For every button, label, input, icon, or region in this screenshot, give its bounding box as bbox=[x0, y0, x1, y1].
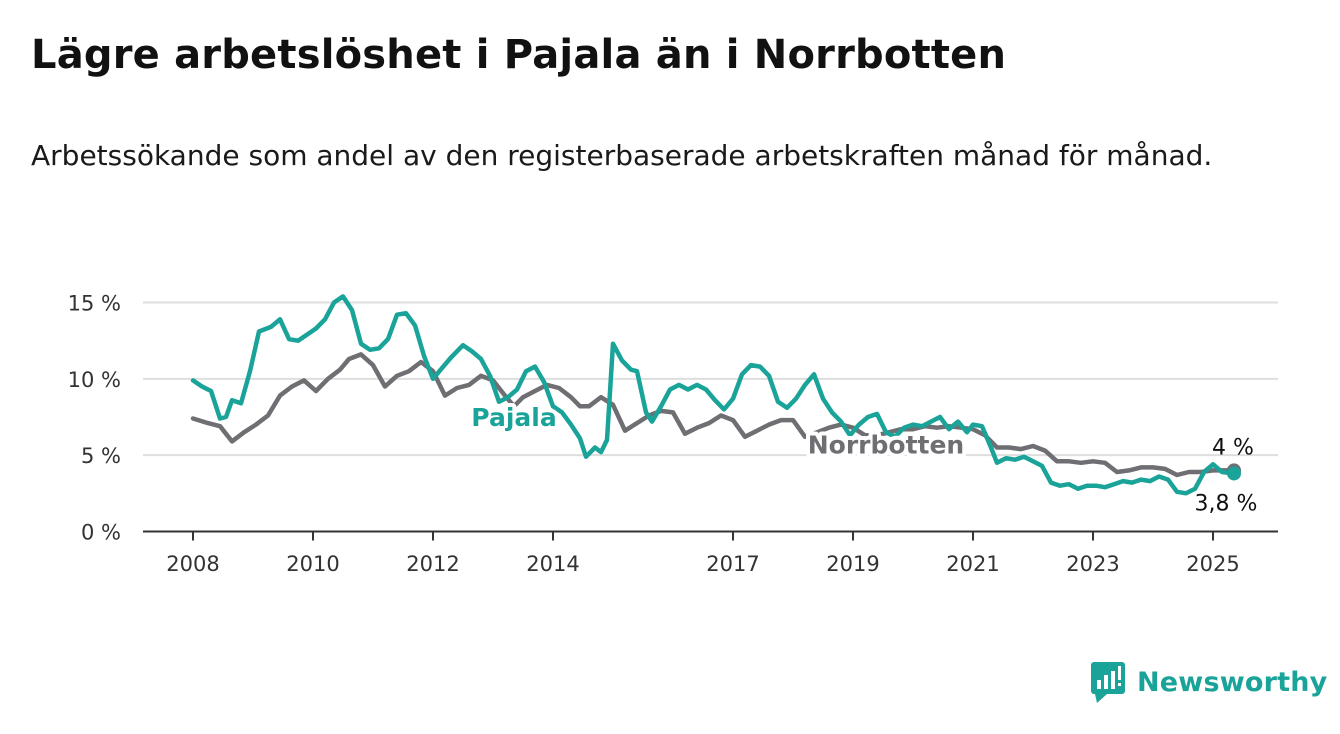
x-tick-label: 2023 bbox=[1066, 552, 1119, 576]
x-tick-label: 2025 bbox=[1186, 552, 1239, 576]
series-line-norrbotten bbox=[190, 352, 1237, 478]
end-value-label-norrbotten: 4 % bbox=[1212, 435, 1254, 460]
x-tick-label: 2014 bbox=[526, 552, 579, 576]
axes: 0 % 5 % 10 % 15 % 2008 2010 2012 2014 2017 2019 20… bbox=[68, 292, 1278, 576]
x-tick-label: 2012 bbox=[406, 552, 459, 576]
bar-chart-speech-bubble-icon bbox=[1091, 662, 1125, 703]
series-lines bbox=[190, 294, 1241, 496]
brand-logo: Newsworthy bbox=[1089, 660, 1327, 704]
series-label-halo: Pajala bbox=[471, 403, 556, 432]
end-point-pajala bbox=[1227, 466, 1241, 481]
y-tick-label: 5 % bbox=[81, 444, 121, 468]
chart-subtitle: Arbetssökande som andel av den registerb… bbox=[31, 139, 1213, 172]
x-tick-label: 2008 bbox=[166, 552, 219, 576]
chart-title: Lägre arbetslöshet i Pajala än i Norrbot… bbox=[31, 32, 1007, 78]
y-tick-label: 15 % bbox=[68, 292, 121, 316]
grid-lines bbox=[143, 301, 1278, 457]
x-tick-label: 2021 bbox=[946, 552, 999, 576]
y-tick-label: 10 % bbox=[68, 368, 121, 392]
x-tick-label: 2019 bbox=[826, 552, 879, 576]
x-tick-label: 2017 bbox=[706, 552, 759, 576]
series-label-norrbotten: Norrbotten bbox=[808, 430, 964, 459]
brand-name: Newsworthy bbox=[1137, 666, 1328, 698]
end-value-label-pajala: 3,8 % bbox=[1195, 491, 1258, 516]
y-tick-label: 0 % bbox=[81, 521, 121, 545]
series-label-halo: Norrbotten bbox=[808, 430, 964, 459]
x-tick-label: 2010 bbox=[286, 552, 339, 576]
series-line-pajala bbox=[190, 294, 1237, 496]
series-label-pajala: Pajala bbox=[471, 403, 556, 432]
